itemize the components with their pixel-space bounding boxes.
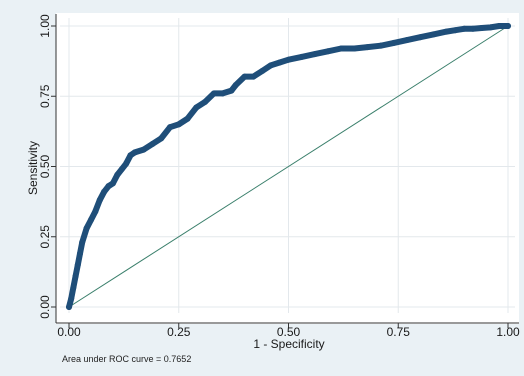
roc-point	[232, 82, 239, 89]
roc-point	[338, 45, 345, 52]
roc-point	[74, 261, 81, 268]
roc-point	[496, 23, 503, 29]
roc-point	[70, 284, 77, 291]
roc-point	[202, 98, 209, 105]
roc-point	[76, 250, 83, 257]
roc-point	[364, 44, 371, 51]
roc-point	[96, 197, 103, 204]
roc-point	[377, 42, 384, 49]
roc-point	[118, 166, 125, 173]
roc-point	[241, 73, 248, 80]
roc-point	[404, 37, 411, 44]
roc-point	[166, 124, 173, 131]
y-tick-label: 1.00	[38, 14, 52, 38]
x-tick-label: 1.00	[496, 325, 520, 339]
roc-point	[311, 51, 318, 58]
roc-point	[430, 31, 437, 38]
roc-point	[149, 141, 156, 148]
roc-point	[193, 104, 200, 111]
roc-point	[184, 115, 191, 122]
auc-annotation: Area under ROC curve = 0.7652	[62, 354, 191, 364]
roc-point	[228, 87, 235, 94]
roc-point	[267, 62, 274, 69]
roc-point	[443, 28, 450, 35]
roc-point	[452, 27, 459, 34]
y-tick-label: 0.25	[38, 225, 52, 249]
series-group	[66, 23, 511, 310]
roc-point	[219, 90, 226, 97]
roc-point	[92, 208, 99, 215]
roc-point	[87, 216, 94, 223]
roc-point	[325, 48, 332, 55]
tick-labels: 0.00 0.25 0.50 0.75 1.00 0.00 0.25 0.50 0.75 1.00	[38, 14, 520, 339]
roc-point	[79, 239, 86, 246]
roc-point	[105, 183, 112, 190]
x-tick-label: 0.75	[387, 325, 411, 339]
roc-point	[114, 171, 121, 178]
roc-point	[285, 56, 292, 63]
roc-point	[478, 24, 485, 31]
roc-point	[461, 25, 468, 32]
roc-point	[390, 39, 397, 46]
y-tick-label: 0.00	[38, 295, 52, 319]
x-tick-label: 0.00	[57, 325, 81, 339]
grid-lines	[60, 18, 515, 313]
roc-point	[175, 121, 182, 128]
x-tick-label: 0.50	[277, 325, 301, 339]
roc-point	[68, 295, 75, 302]
roc-point	[276, 59, 283, 66]
reference-line	[68, 25, 509, 308]
roc-point	[83, 225, 90, 232]
roc-point	[469, 25, 476, 32]
roc-point	[505, 23, 511, 29]
y-tick-label: 0.50	[38, 154, 52, 178]
roc-point	[158, 135, 165, 142]
plot-area	[56, 13, 519, 324]
x-axis-title: 1 - Specificity	[253, 337, 324, 351]
x-tick-label: 0.25	[167, 325, 191, 339]
roc-point	[298, 53, 305, 60]
y-tick-label: 0.75	[38, 84, 52, 108]
roc-point	[66, 304, 72, 310]
roc-point	[127, 152, 134, 159]
roc-point	[210, 90, 217, 97]
roc-point	[417, 34, 424, 41]
y-axis-title: Sensitivity	[26, 141, 40, 195]
roc-point	[351, 45, 358, 52]
roc-point	[109, 180, 116, 187]
roc-point	[140, 146, 147, 153]
axes	[55, 14, 519, 324]
roc-point	[131, 149, 138, 156]
roc-point	[101, 188, 108, 195]
roc-point	[487, 24, 494, 31]
roc-point	[259, 67, 266, 74]
roc-point	[123, 160, 130, 167]
roc-point	[250, 73, 257, 80]
roc-point	[72, 273, 79, 280]
